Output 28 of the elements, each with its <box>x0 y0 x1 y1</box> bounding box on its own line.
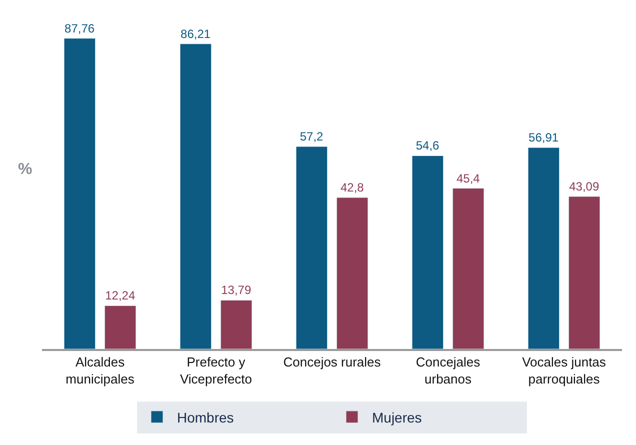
data-label: 12,24 <box>105 288 136 303</box>
bar <box>568 196 600 349</box>
x-tick-label: Concejos rurales <box>283 354 382 370</box>
bar <box>296 146 328 349</box>
data-label: 57,2 <box>300 130 324 144</box>
x-tick-label: Alcaldes municipales <box>66 354 135 386</box>
data-label: 42,8 <box>340 180 364 194</box>
data-label: 86,21 <box>180 26 211 41</box>
x-tick-label: Vocales juntas parroquiales <box>522 354 606 386</box>
y-axis-title: % <box>18 161 32 178</box>
data-label: 54,6 <box>416 138 440 153</box>
legend-label: Hombres <box>177 409 234 426</box>
bar <box>180 44 212 349</box>
data-label: 87,76 <box>64 21 95 36</box>
bar <box>104 305 136 349</box>
bar <box>528 147 560 349</box>
bar <box>412 155 444 349</box>
bar <box>336 197 368 349</box>
data-label: 45,4 <box>456 171 480 186</box>
bar <box>452 188 484 349</box>
bar <box>220 300 252 349</box>
data-label: 56,91 <box>528 130 559 145</box>
bar <box>64 38 96 349</box>
x-tick-label: Concejales urbanos <box>416 354 481 386</box>
data-label: 13,79 <box>221 283 252 298</box>
x-tick-label: Prefecto y Viceprefecto <box>180 354 252 386</box>
legend-label: Mujeres <box>372 409 422 426</box>
data-label: 43,09 <box>569 179 600 194</box>
